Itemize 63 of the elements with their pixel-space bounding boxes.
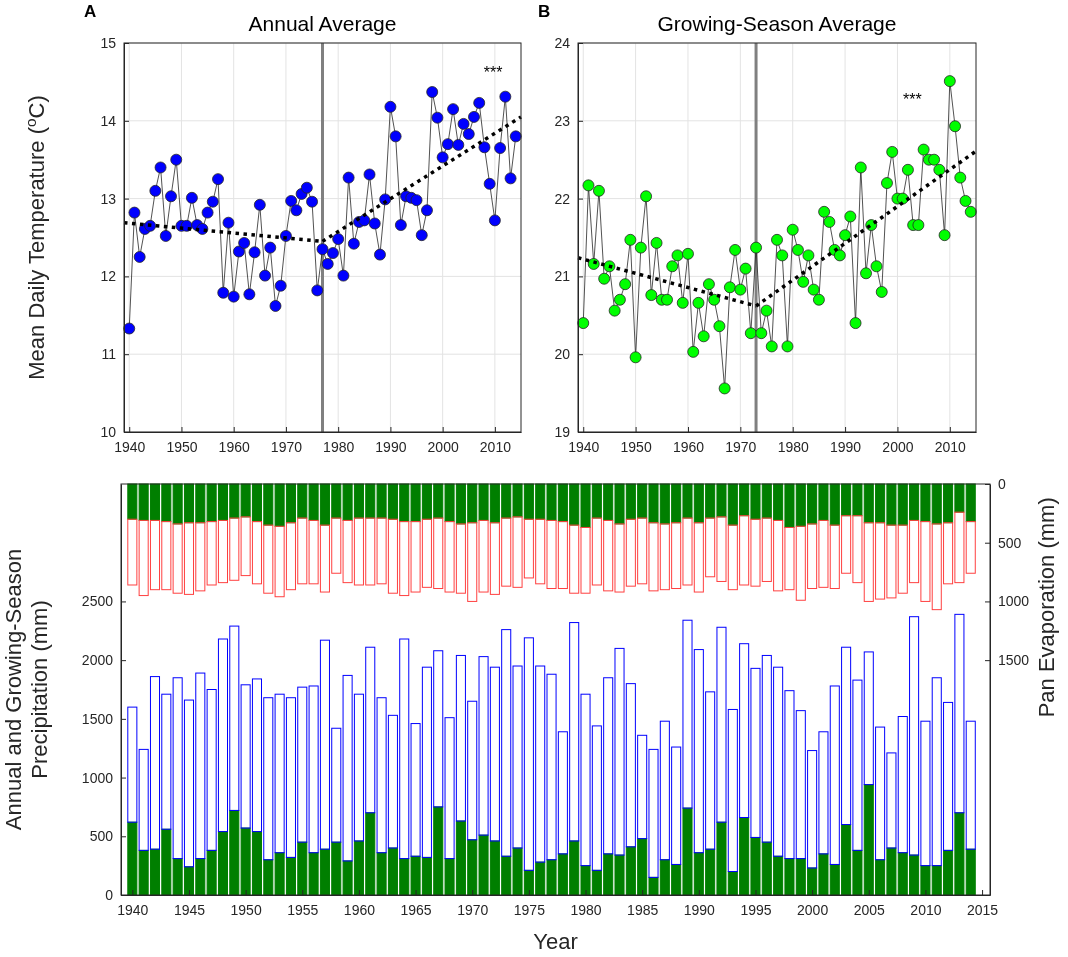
x-tick-label: 2015 [966, 901, 999, 918]
x-tick-label: 1990 [830, 438, 862, 455]
y-tick-label: 14 [100, 112, 117, 129]
x-tick-label: 1975 [513, 901, 546, 918]
y-tick-label: 1500 [81, 710, 114, 727]
y-tick-label: 24 [554, 34, 571, 51]
x-tick-label: 1960 [218, 438, 250, 455]
x-tick-label: 1940 [117, 901, 149, 918]
y-tick-label: 22 [554, 190, 571, 207]
y-tick-label: 19 [554, 423, 571, 440]
annotation: *** [902, 91, 922, 109]
y2-tick-label: 0 [998, 475, 1006, 492]
y-tick-label: 500 [89, 828, 114, 845]
x-tick-label: 1960 [672, 438, 705, 455]
x-tick-label: 1985 [627, 901, 659, 918]
x-tick-label: 1980 [570, 901, 602, 918]
x-tick-label: 1970 [725, 438, 757, 455]
y-axis-title: Annual and Growing-Season Precipitation (mm) [1, 548, 52, 831]
x-tick-label: 1995 [740, 901, 772, 918]
y-tick-label: 2000 [81, 652, 114, 669]
x-tick-label: 1990 [375, 438, 407, 455]
x-tick-label: 1950 [230, 901, 262, 918]
x-tick-label: 1980 [323, 438, 355, 455]
text: B [538, 2, 551, 21]
chart-title: Growing-Season Average [657, 12, 897, 35]
x-tick-label: 1980 [777, 438, 809, 455]
x-tick-label: 1945 [173, 901, 206, 918]
y-tick-label: 1000 [81, 769, 114, 786]
y-tick-label: 10 [100, 423, 117, 440]
y-tick-label: 12 [100, 268, 117, 285]
x-tick-label: 1960 [343, 901, 376, 918]
y-tick-label: 20 [554, 346, 571, 363]
y-tick-label: 11 [101, 346, 117, 363]
y2-tick-label: 500 [998, 534, 1022, 551]
y-tick-label: 23 [554, 112, 571, 129]
x-tick-label: 2010 [479, 438, 512, 455]
y-tick-label: 2500 [81, 593, 114, 610]
x-tick-label: 1970 [270, 438, 303, 455]
annotation: *** [483, 64, 503, 82]
text: A [84, 2, 97, 21]
y-tick-label: 0 [105, 886, 114, 903]
x-tick-label: 2005 [853, 901, 886, 918]
y2-axis-title: Pan Evaporation (mm) [1034, 497, 1059, 718]
x-tick-label: 2000 [797, 901, 829, 918]
y-tick-label: 13 [100, 190, 117, 207]
x-tick-label: 1955 [287, 901, 319, 918]
x-tick-label: 1970 [457, 901, 489, 918]
x-tick-label: 2000 [882, 438, 914, 455]
x-tick-label: 1950 [620, 438, 652, 455]
y-tick-label: 21 [554, 268, 571, 285]
x-tick-label: 1950 [166, 438, 198, 455]
x-tick-label: 1940 [568, 438, 600, 455]
y-tick-label: 15 [100, 34, 117, 51]
x-tick-label: 1965 [400, 901, 432, 918]
x-axis-title: Year [533, 929, 578, 954]
y2-tick-label: 1500 [998, 652, 1030, 669]
x-tick-label: 2010 [934, 438, 967, 455]
y2-tick-label: 1000 [998, 593, 1030, 610]
x-tick-label: 1990 [683, 901, 716, 918]
x-tick-label: 2010 [910, 901, 942, 918]
x-tick-label: 1940 [114, 438, 146, 455]
x-tick-label: 2000 [427, 438, 459, 455]
chart-title: Annual Average [248, 12, 397, 35]
